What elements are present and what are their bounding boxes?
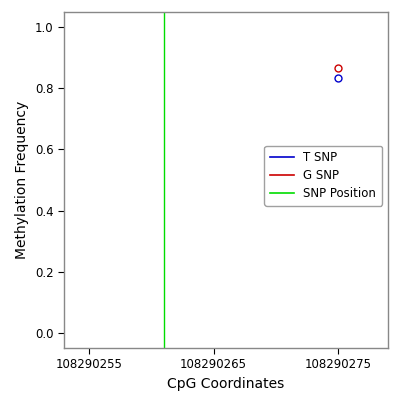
Legend: T SNP, G SNP, SNP Position: T SNP, G SNP, SNP Position xyxy=(264,146,382,206)
Y-axis label: Methylation Frequency: Methylation Frequency xyxy=(16,101,30,259)
X-axis label: CpG Coordinates: CpG Coordinates xyxy=(167,377,285,391)
